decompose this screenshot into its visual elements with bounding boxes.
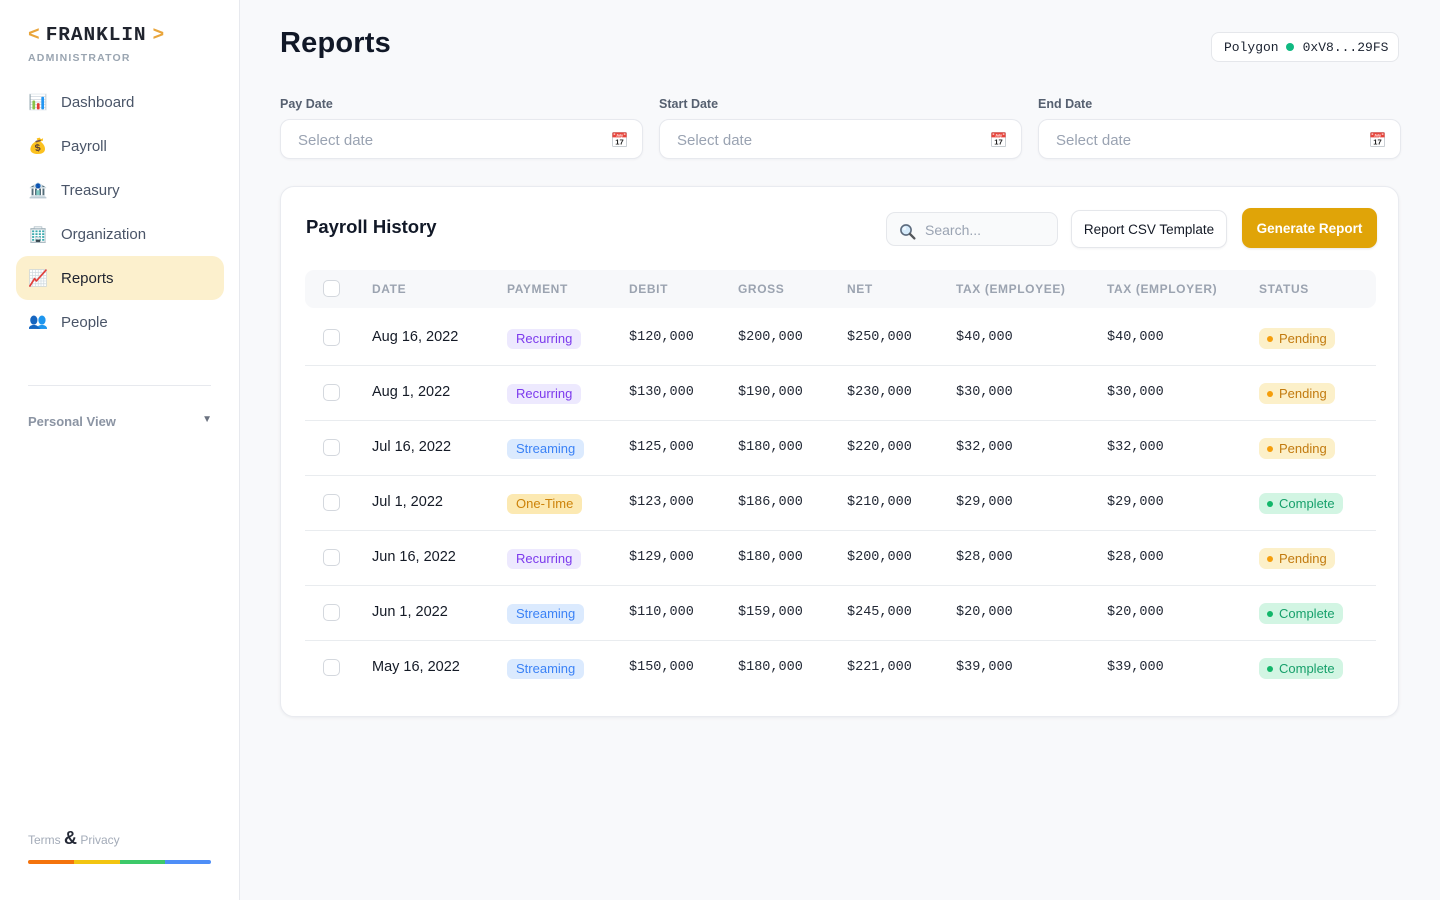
- svg-text:$: $: [34, 143, 42, 155]
- svg-text:17: 17: [994, 138, 1002, 147]
- svg-text:17: 17: [615, 138, 623, 147]
- svg-text:July: July: [995, 134, 1002, 138]
- svg-text:17: 17: [1373, 138, 1381, 147]
- svg-text:$: $: [36, 184, 40, 190]
- svg-text:July: July: [1374, 134, 1381, 138]
- svg-text:July: July: [616, 134, 623, 138]
